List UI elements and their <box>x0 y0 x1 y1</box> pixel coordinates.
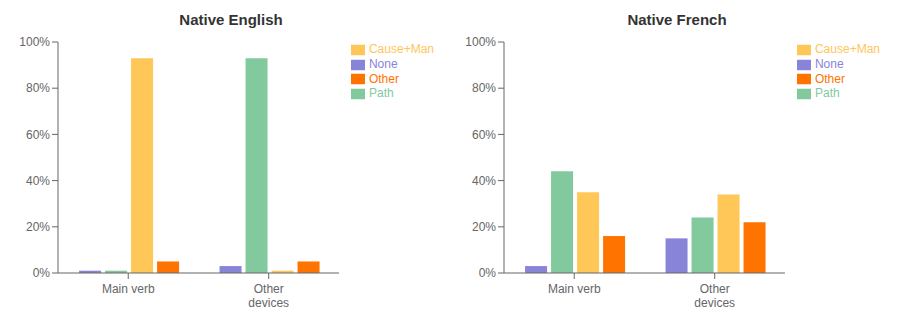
svg-text:Main verb: Main verb <box>548 282 601 296</box>
html-text:Native French: Native French <box>627 11 727 28</box>
svg-text:100%: 100% <box>465 35 496 49</box>
svg-text:Main verb: Main verb <box>102 282 155 296</box>
svg-text:Otherdevices: Otherdevices <box>248 282 289 310</box>
html-text:Other: Other <box>369 71 399 86</box>
html-text:Other: Other <box>815 71 845 86</box>
html-text:Cause+Man: Cause+Man <box>815 42 880 56</box>
html-text:Path: Path <box>815 86 840 101</box>
svg-text:60%: 60% <box>472 128 496 142</box>
svg-text:20%: 20% <box>472 220 496 234</box>
svg-text:60%: 60% <box>26 128 50 142</box>
svg-text:80%: 80% <box>26 81 50 95</box>
svg-text:40%: 40% <box>472 174 496 188</box>
svg-text:20%: 20% <box>26 220 50 234</box>
html-text:Cause+Man: Cause+Man <box>369 42 434 56</box>
svg-text:0%: 0% <box>33 266 51 280</box>
svg-text:40%: 40% <box>26 174 50 188</box>
html-text:None: None <box>369 56 398 71</box>
html-text:None: None <box>815 56 844 71</box>
html-text:Native English: Native English <box>179 11 283 28</box>
svg-text:0%: 0% <box>479 266 497 280</box>
html-text:Path: Path <box>369 86 394 101</box>
svg-text:Otherdevices: Otherdevices <box>694 282 735 310</box>
svg-text:100%: 100% <box>19 35 50 49</box>
svg-text:80%: 80% <box>472 81 496 95</box>
